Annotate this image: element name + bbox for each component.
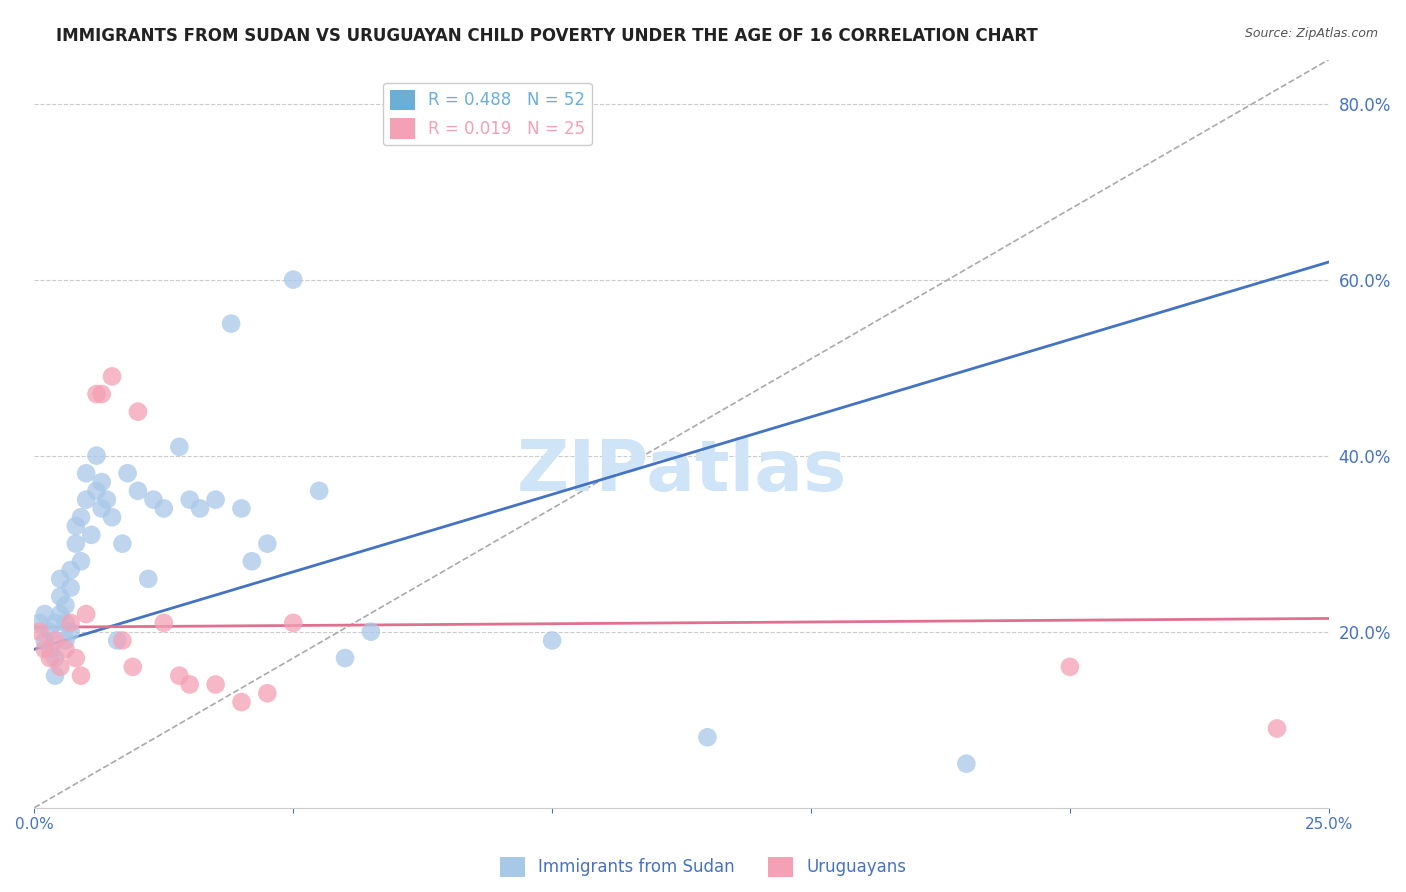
Point <box>96 492 118 507</box>
Point <box>105 633 128 648</box>
Point <box>80 528 103 542</box>
Point <box>101 369 124 384</box>
Point <box>75 607 97 621</box>
Point <box>70 554 93 568</box>
Point <box>34 607 56 621</box>
Point <box>1265 722 1288 736</box>
Point <box>90 475 112 489</box>
Point <box>86 449 108 463</box>
Point <box>169 440 191 454</box>
Point <box>231 501 253 516</box>
Point <box>34 642 56 657</box>
Point <box>204 492 226 507</box>
Point <box>38 651 60 665</box>
Point <box>127 483 149 498</box>
Point <box>240 554 263 568</box>
Point <box>101 510 124 524</box>
Point <box>696 731 718 745</box>
Point <box>38 642 60 657</box>
Point <box>44 615 66 630</box>
Point <box>59 615 82 630</box>
Point <box>127 404 149 418</box>
Point <box>55 615 77 630</box>
Point <box>49 590 72 604</box>
Point <box>136 572 159 586</box>
Point <box>70 668 93 682</box>
Point <box>49 607 72 621</box>
Point <box>333 651 356 665</box>
Text: IMMIGRANTS FROM SUDAN VS URUGUAYAN CHILD POVERTY UNDER THE AGE OF 16 CORRELATION: IMMIGRANTS FROM SUDAN VS URUGUAYAN CHILD… <box>56 27 1038 45</box>
Point <box>231 695 253 709</box>
Point <box>75 492 97 507</box>
Point <box>153 501 176 516</box>
Text: Source: ZipAtlas.com: Source: ZipAtlas.com <box>1244 27 1378 40</box>
Point <box>44 651 66 665</box>
Point <box>188 501 211 516</box>
Point <box>90 501 112 516</box>
Point <box>34 633 56 648</box>
Point <box>38 624 60 639</box>
Point <box>308 483 330 498</box>
Point <box>65 651 87 665</box>
Point <box>28 615 51 630</box>
Point <box>65 519 87 533</box>
Point <box>44 668 66 682</box>
Point <box>90 387 112 401</box>
Point <box>28 624 51 639</box>
Point <box>111 536 134 550</box>
Point <box>59 581 82 595</box>
Legend: R = 0.488   N = 52, R = 0.019   N = 25: R = 0.488 N = 52, R = 0.019 N = 25 <box>382 83 592 145</box>
Point <box>86 483 108 498</box>
Point <box>55 633 77 648</box>
Point <box>121 660 143 674</box>
Point <box>1059 660 1081 674</box>
Point <box>169 668 191 682</box>
Point <box>75 467 97 481</box>
Point <box>179 677 201 691</box>
Point <box>142 492 165 507</box>
Point <box>111 633 134 648</box>
Point <box>44 633 66 648</box>
Text: ZIPatlas: ZIPatlas <box>516 436 846 506</box>
Point <box>955 756 977 771</box>
Point <box>256 536 278 550</box>
Point <box>86 387 108 401</box>
Point <box>204 677 226 691</box>
Point <box>49 572 72 586</box>
Point <box>70 510 93 524</box>
Point <box>541 633 564 648</box>
Point <box>283 615 305 630</box>
Point <box>117 467 139 481</box>
Point <box>283 272 305 286</box>
Point <box>59 624 82 639</box>
Legend: Immigrants from Sudan, Uruguayans: Immigrants from Sudan, Uruguayans <box>494 850 912 884</box>
Point <box>55 642 77 657</box>
Point <box>219 317 242 331</box>
Point <box>256 686 278 700</box>
Point <box>65 536 87 550</box>
Point <box>55 599 77 613</box>
Point <box>179 492 201 507</box>
Point <box>59 563 82 577</box>
Point <box>360 624 382 639</box>
Point <box>153 615 176 630</box>
Point <box>49 660 72 674</box>
